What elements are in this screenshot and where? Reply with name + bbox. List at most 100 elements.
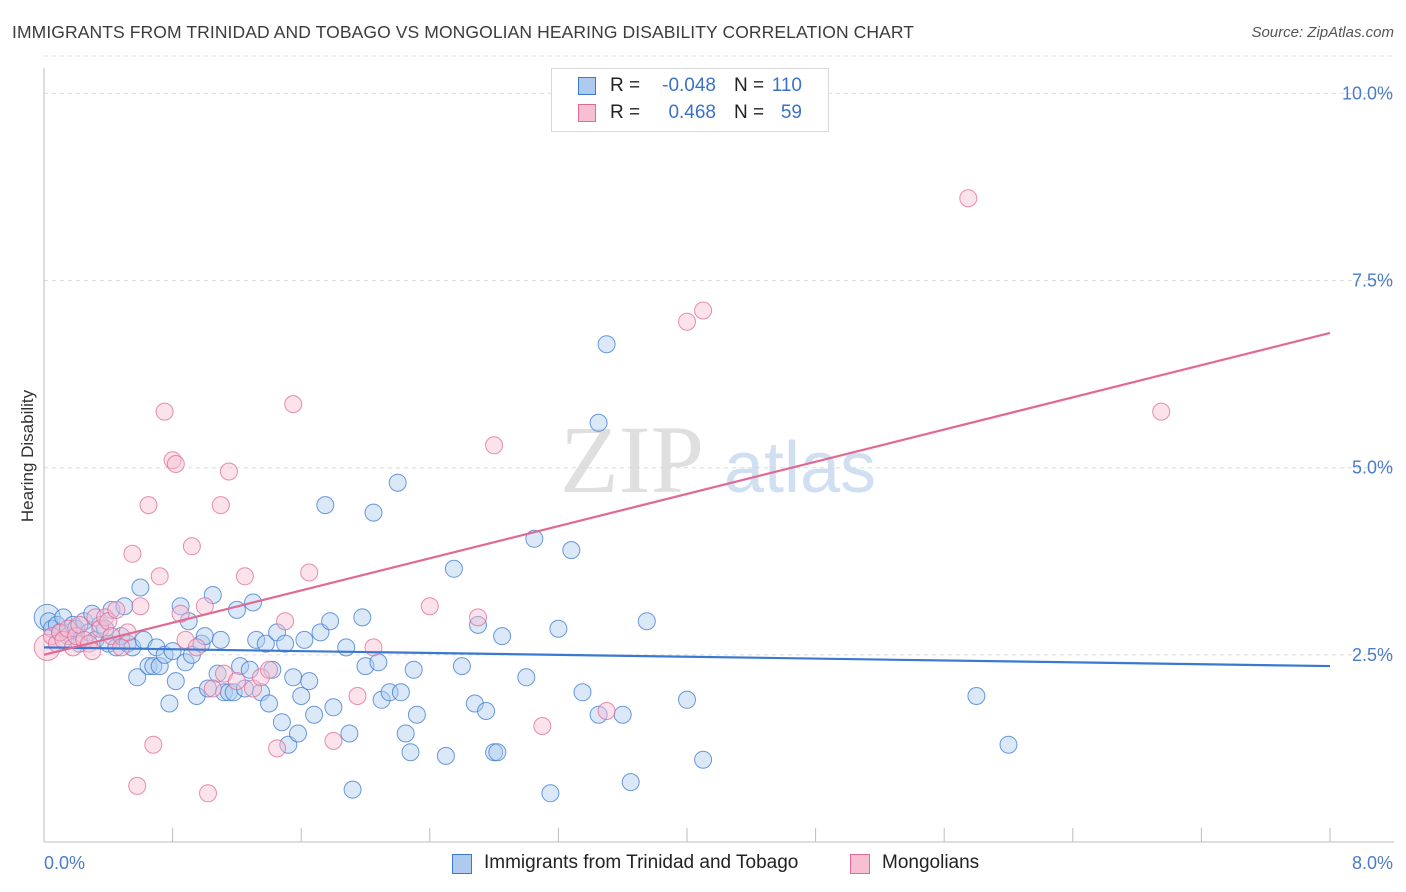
- legend-r-value: -0.048: [662, 75, 716, 96]
- legend-r-value: 0.468: [668, 102, 716, 123]
- blue-point: [396, 724, 415, 743]
- blue-point: [525, 529, 544, 548]
- watermark-atlas: atlas: [724, 428, 876, 508]
- pink-point: [182, 537, 201, 556]
- pink-point: [533, 717, 552, 735]
- blue-point: [128, 668, 147, 687]
- pink-trend-line: [43, 331, 1331, 656]
- blue-point: [224, 683, 243, 702]
- y-tick-label: 10.0%: [1342, 83, 1393, 103]
- blue-point: [477, 702, 496, 720]
- legend-r-label: R =: [610, 75, 641, 96]
- blue-point: [436, 746, 455, 765]
- y-tick-label: 7.5%: [1352, 271, 1393, 291]
- blue-point: [166, 672, 185, 691]
- blue-point: [589, 413, 608, 432]
- blue-point: [488, 743, 507, 762]
- pink-point: [485, 436, 504, 455]
- trend-lines: [43, 331, 1331, 668]
- pink-point: [219, 462, 238, 481]
- x-tick-label-max: 8.0%: [1352, 853, 1393, 873]
- y-tick-label: 5.0%: [1352, 458, 1393, 478]
- blue-point: [404, 660, 423, 679]
- pink-point: [260, 660, 278, 679]
- legend-swatch-blue: [578, 77, 596, 95]
- blue-point: [364, 503, 383, 522]
- pink-point: [268, 739, 287, 758]
- pink-point: [227, 672, 246, 691]
- pink-point: [678, 312, 696, 331]
- watermark-zip: ZIP: [560, 406, 704, 513]
- blue-point: [256, 634, 275, 653]
- blue-point: [150, 657, 169, 676]
- blue-point: [54, 608, 73, 627]
- blue-point: [227, 600, 246, 619]
- blue-point: [211, 630, 230, 649]
- blue-point: [187, 687, 206, 705]
- blue-point: [541, 784, 560, 803]
- blue-point: [324, 698, 343, 717]
- legend-row-pink: R = 0.468 N = 59: [552, 100, 828, 126]
- blue-point: [999, 735, 1018, 754]
- pink-point: [123, 544, 142, 563]
- blue-point: [247, 630, 266, 649]
- blue-point: [316, 496, 335, 515]
- blue-point: [407, 705, 426, 724]
- blue-point: [465, 694, 484, 713]
- y-tick-labels: 2.5% 5.0% 7.5% 10.0%: [1342, 83, 1393, 664]
- blue-point: [176, 653, 195, 672]
- legend-row-blue: R = -0.048 N = 110: [552, 73, 828, 99]
- blue-point: [160, 694, 179, 713]
- series-blue-points: [33, 335, 1018, 803]
- blue-point: [621, 773, 640, 792]
- pink-point: [128, 776, 147, 795]
- blue-point: [337, 638, 356, 657]
- gridlines: [44, 55, 1394, 656]
- pink-point: [187, 638, 206, 657]
- blue-point: [967, 687, 986, 705]
- pink-point: [694, 301, 713, 320]
- blue-point: [549, 619, 568, 638]
- source-label: Source: ZipAtlas.com: [1251, 24, 1394, 41]
- chart-title: IMMIGRANTS FROM TRINIDAD AND TOBAGO VS M…: [12, 22, 915, 42]
- blue-point: [401, 743, 420, 762]
- blue-point: [276, 634, 295, 653]
- blue-point: [573, 683, 592, 702]
- blue-point: [215, 683, 233, 702]
- pink-point: [284, 395, 303, 414]
- blue-point: [295, 630, 314, 649]
- blue-point: [240, 660, 259, 679]
- blue-point: [469, 615, 487, 634]
- blue-point: [444, 559, 463, 578]
- blue-point: [171, 597, 190, 616]
- pink-point: [199, 784, 217, 803]
- pink-point: [171, 604, 190, 623]
- bottom-legend-label-blue: Immigrants from Trinidad and Tobago: [484, 852, 799, 873]
- x-axis-ticks: [43, 828, 1331, 842]
- blue-point: [452, 657, 471, 676]
- pink-point: [144, 735, 163, 754]
- blue-point: [300, 672, 319, 691]
- pink-point: [203, 679, 222, 698]
- blue-point: [289, 724, 307, 743]
- legend-r-label: R =: [610, 102, 641, 123]
- pink-point: [166, 455, 185, 473]
- blue-point: [144, 657, 163, 676]
- legend-n-label: N =: [734, 102, 765, 123]
- blue-point: [694, 750, 713, 769]
- y-axis-label: Hearing Disability: [18, 389, 37, 522]
- pink-point: [324, 731, 343, 750]
- pink-point: [469, 608, 487, 627]
- pink-point: [348, 687, 367, 705]
- blue-point: [260, 694, 278, 713]
- pink-point: [139, 496, 158, 515]
- legend-n-label: N =: [734, 75, 765, 96]
- y-tick-label: 2.5%: [1352, 645, 1393, 665]
- blue-point: [163, 642, 182, 661]
- pink-point: [107, 600, 126, 619]
- pink-point: [300, 563, 319, 582]
- pink-point: [235, 567, 254, 586]
- bottom-legend-label-pink: Mongolians: [882, 852, 980, 873]
- blue-point: [613, 705, 632, 724]
